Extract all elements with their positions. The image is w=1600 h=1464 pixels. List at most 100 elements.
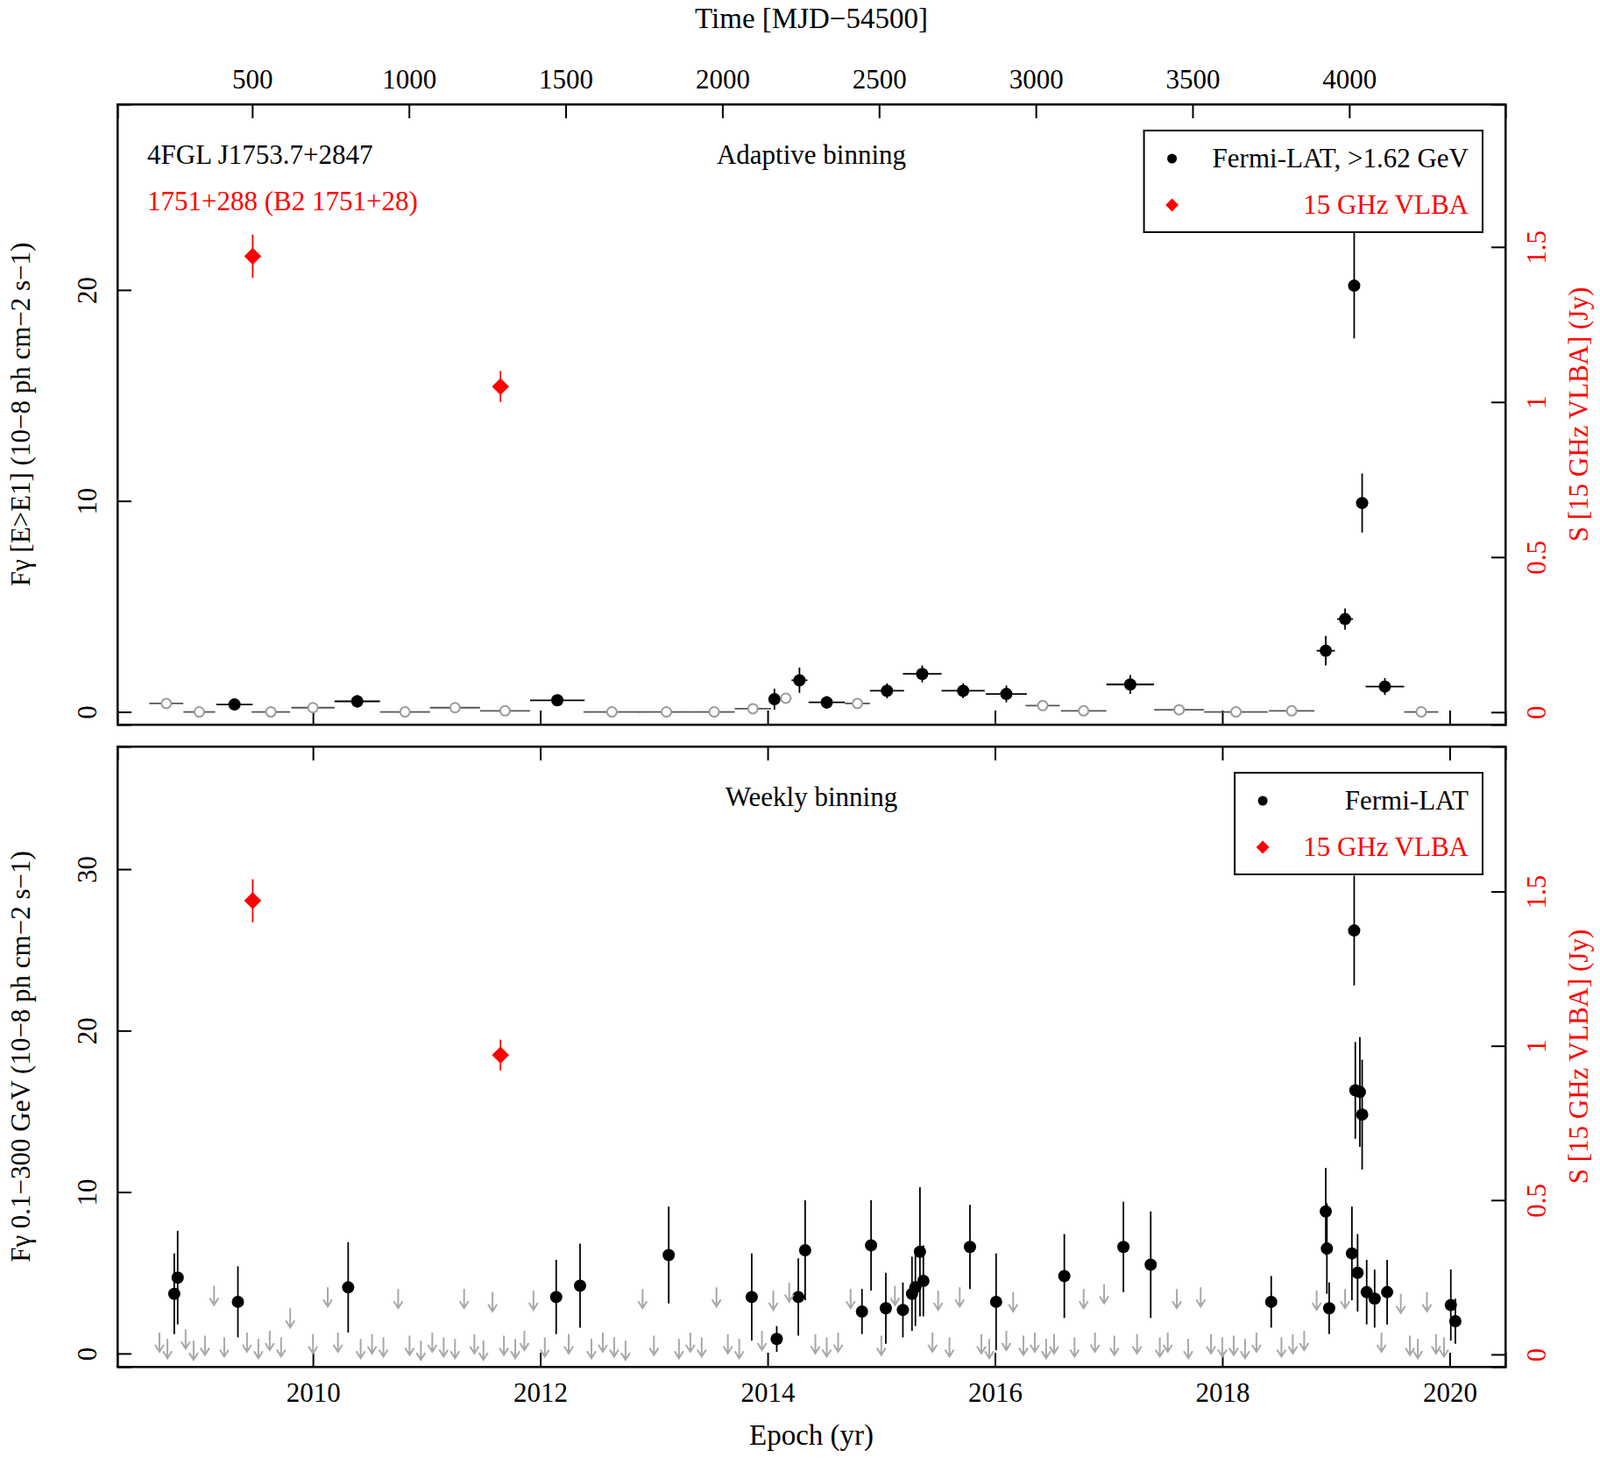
y2-axis-tick: 1.5	[1491, 875, 1552, 910]
data-point	[460, 1288, 469, 1309]
data-point	[1347, 279, 1360, 292]
data-point	[1276, 1337, 1286, 1357]
y-axis-tick-mark	[117, 1352, 132, 1355]
y-axis-tick: 10	[71, 488, 132, 516]
data-point	[662, 1248, 675, 1261]
data-point	[792, 673, 806, 687]
data-point	[1319, 1205, 1332, 1218]
y-axis-tick: 20	[71, 276, 132, 305]
y-axis-tick-label: 30	[71, 856, 103, 884]
data-point	[896, 1303, 909, 1317]
data-point	[242, 1332, 252, 1353]
y2-axis-tick-label: 1	[1521, 396, 1552, 411]
series-arrow	[155, 1282, 1449, 1360]
y2-axis-tick-mark	[1491, 246, 1506, 248]
data-point	[438, 1337, 448, 1357]
data-point	[1312, 1290, 1322, 1310]
x2-axis-tick-mark	[1191, 104, 1194, 119]
x2-axis-tick-mark	[565, 104, 567, 119]
data-point	[1030, 1332, 1040, 1353]
data-point	[877, 1336, 886, 1356]
data-point	[573, 1279, 587, 1292]
x2-axis-tick: 2000	[695, 63, 751, 119]
data-point	[1265, 1295, 1278, 1309]
data-point	[1422, 1292, 1431, 1312]
y-axis-tick: 30	[71, 856, 132, 884]
panel-title: Weekly binning	[725, 781, 898, 813]
data-point	[400, 707, 411, 717]
series-diamond	[244, 878, 510, 1070]
data-point	[416, 1340, 425, 1360]
x2-axis-title: Time [MJD−54500]	[694, 2, 928, 35]
legend-marker	[1165, 198, 1179, 213]
data-point	[1183, 1338, 1193, 1359]
x2-axis-tick: 500	[232, 63, 274, 119]
x-axis-top-tick	[995, 746, 997, 761]
axis-line	[118, 710, 1507, 726]
data-point	[757, 1330, 767, 1351]
x-axis: 201020122014201620182020	[118, 1352, 1507, 1409]
data-point	[984, 1338, 994, 1359]
y2-axis-tick-mark	[1491, 556, 1506, 559]
data-point	[686, 1332, 695, 1353]
x-axis-tick-mark	[312, 1352, 315, 1367]
data-point	[1117, 1240, 1130, 1254]
data-point	[1132, 1334, 1142, 1354]
data-point	[1069, 1337, 1079, 1357]
data-point	[852, 698, 863, 708]
y2-axis-tick-label: 1	[1521, 1039, 1552, 1054]
y2-axis-tick: 0.5	[1491, 540, 1552, 575]
data-point	[1144, 1259, 1157, 1272]
y-axis-tick-label: 0	[71, 1347, 103, 1362]
x-axis-tick: 2016	[968, 1352, 1023, 1409]
data-point	[491, 1046, 509, 1063]
data-point	[821, 696, 834, 709]
data-point	[1041, 1338, 1051, 1359]
x-axis-tick-mark	[767, 1352, 770, 1367]
y2-axis: 00.511.5	[1491, 747, 1552, 1368]
data-point	[551, 693, 564, 707]
data-point	[1347, 924, 1360, 937]
x2-axis-tick-label: 2500	[852, 63, 907, 95]
x2-axis-tick-mark	[722, 104, 724, 119]
y2-axis-tick-label: 0	[1521, 1348, 1552, 1363]
data-point	[927, 1332, 937, 1353]
x2-axis-tick: 1500	[538, 63, 594, 119]
x-axis-tick-mark	[994, 710, 997, 725]
data-point	[945, 1337, 955, 1357]
x-axis-tick-mark	[1449, 710, 1452, 725]
data-point	[1058, 1269, 1071, 1282]
x-axis-tick: 2012	[513, 1352, 568, 1409]
x-axis-tick: 2020	[1423, 1352, 1478, 1409]
data-point	[161, 698, 171, 708]
x-axis-top-tick	[312, 746, 314, 761]
data-point	[194, 707, 205, 717]
data-point	[1416, 707, 1427, 717]
data-point	[1405, 1336, 1415, 1356]
y-axis-tick-label: 10	[71, 488, 103, 516]
x-axis-top-tick-mark	[994, 746, 997, 761]
data-point	[1163, 1332, 1173, 1353]
data-point	[1124, 678, 1137, 691]
series-circle	[216, 233, 1405, 711]
x2-axis-tick-mark	[878, 104, 881, 119]
y2-axis-tick: 0	[1491, 1348, 1552, 1363]
data-point	[1008, 1292, 1018, 1312]
x-axis-top-tick-mark	[1221, 746, 1224, 761]
axis-line	[118, 747, 133, 1368]
x-axis-tick-label: 2018	[1195, 1377, 1250, 1409]
data-point	[833, 1332, 843, 1353]
data-point	[880, 684, 893, 697]
data-point	[1449, 1315, 1462, 1328]
data-point	[1288, 1334, 1297, 1354]
data-point	[1356, 1108, 1369, 1121]
data-point	[1099, 1284, 1109, 1304]
data-point	[1172, 1288, 1182, 1309]
data-point	[745, 1290, 758, 1303]
y-axis-tick: 20	[71, 1017, 132, 1045]
x2-axis-tick: 4000	[1322, 63, 1377, 119]
data-point	[1001, 1330, 1011, 1351]
data-point	[479, 1340, 489, 1360]
y2-axis-tick-label: 1.5	[1521, 875, 1552, 910]
data-point	[999, 687, 1013, 701]
